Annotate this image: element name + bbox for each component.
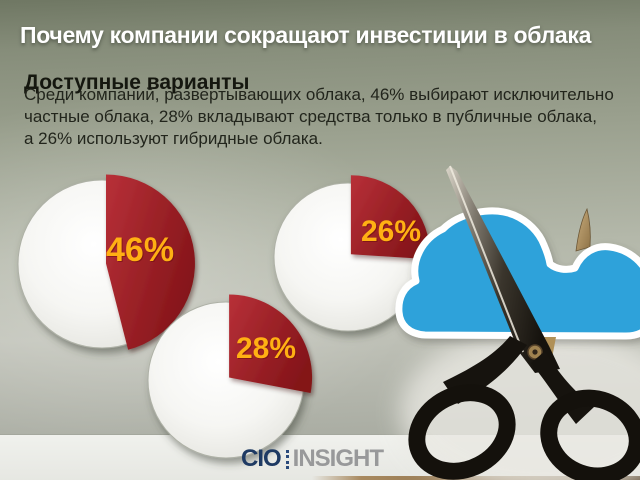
pie-slice-3: [350, 175, 430, 260]
section-heading: Доступные варианты: [24, 71, 250, 95]
scissors-back-blade-tip: [575, 207, 591, 252]
scissors-left-handle: [408, 384, 516, 480]
photo-backdrop: [400, 327, 640, 480]
logo: CIO INSIGHT: [241, 445, 384, 472]
body-line-1: Среди компаний, развертывающих облака, 4…: [24, 85, 614, 104]
percent-label-46: 46%: [106, 231, 175, 269]
logo-insight: INSIGHT: [292, 445, 384, 472]
body-text: Среди компаний, развертывающих облака, 4…: [24, 84, 614, 150]
body-line-2: частные облака, 28% вкладывают средства …: [24, 107, 597, 126]
cloud-icon: [395, 207, 640, 340]
scissors-pivot-hole: [532, 349, 538, 355]
page-title: Почему компании сокращают инвестиции в о…: [20, 22, 592, 49]
scissors-right-handle: [540, 389, 640, 480]
scissors-icon-front: [408, 165, 640, 480]
pie-charts: [17, 174, 430, 459]
pie-slice-1: [106, 174, 195, 350]
scissors-blade-highlight: [449, 165, 524, 353]
pie-slice-2: [229, 294, 313, 393]
scissors-icon: [575, 207, 591, 252]
logo-cio: CIO: [241, 445, 282, 472]
percent-label-26: 26%: [361, 215, 422, 248]
body-line-3: а 26% используют гибридные облака.: [24, 129, 323, 148]
percent-label-28: 28%: [236, 332, 297, 365]
scissors-front-blade: [446, 166, 560, 373]
logo-divider: [285, 449, 289, 469]
